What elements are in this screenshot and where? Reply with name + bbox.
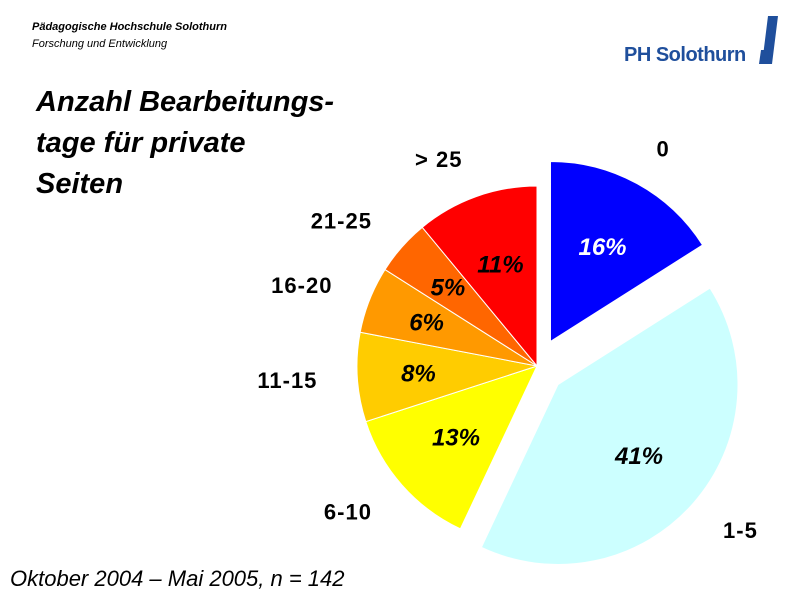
slice-category-label: 21-25	[311, 209, 372, 234]
department-name: Forschung und Entwicklung	[32, 38, 168, 50]
slice-category-label: 6-10	[324, 499, 372, 524]
title-line-3: Seiten	[36, 168, 124, 200]
slice-category-label: 16-20	[271, 273, 332, 298]
slice-category-label: 0	[656, 137, 669, 162]
slice-category-label: > 25	[415, 147, 462, 172]
pie-slice-0	[549, 160, 704, 343]
slice-value-label: 11%	[477, 251, 523, 278]
ph-solothurn-logo: PH Solothurn	[620, 14, 780, 70]
pie-slice-gt-25	[421, 185, 538, 368]
slice-value-label: 5%	[431, 274, 466, 301]
slice-category-label: 1-5	[723, 518, 758, 543]
pie-slice-6-10	[365, 365, 538, 530]
pie-slice-11-15	[356, 331, 538, 423]
slice-value-label: 6%	[409, 309, 444, 336]
page-title: Anzahl Bearbeitungs- tage für private Se…	[36, 82, 366, 205]
title-line-1: Anzahl Bearbeitungs-	[36, 86, 335, 118]
pie-slice-1-5	[480, 287, 739, 566]
slice-value-label: 8%	[401, 360, 436, 387]
survey-period-note: Oktober 2004 – Mai 2005, n = 142	[10, 566, 345, 591]
logo-stripes-icon	[759, 16, 778, 64]
title-line-2: tage für private	[36, 127, 246, 159]
slice-value-label: 41%	[614, 443, 663, 470]
institution-name: Pädagogische Hochschule Solothurn	[32, 21, 227, 33]
slice-category-label: 11-15	[257, 368, 317, 393]
slice-value-label: 13%	[432, 424, 480, 451]
logo-text: PH Solothurn	[624, 44, 746, 66]
slice-value-label: 16%	[578, 234, 626, 261]
